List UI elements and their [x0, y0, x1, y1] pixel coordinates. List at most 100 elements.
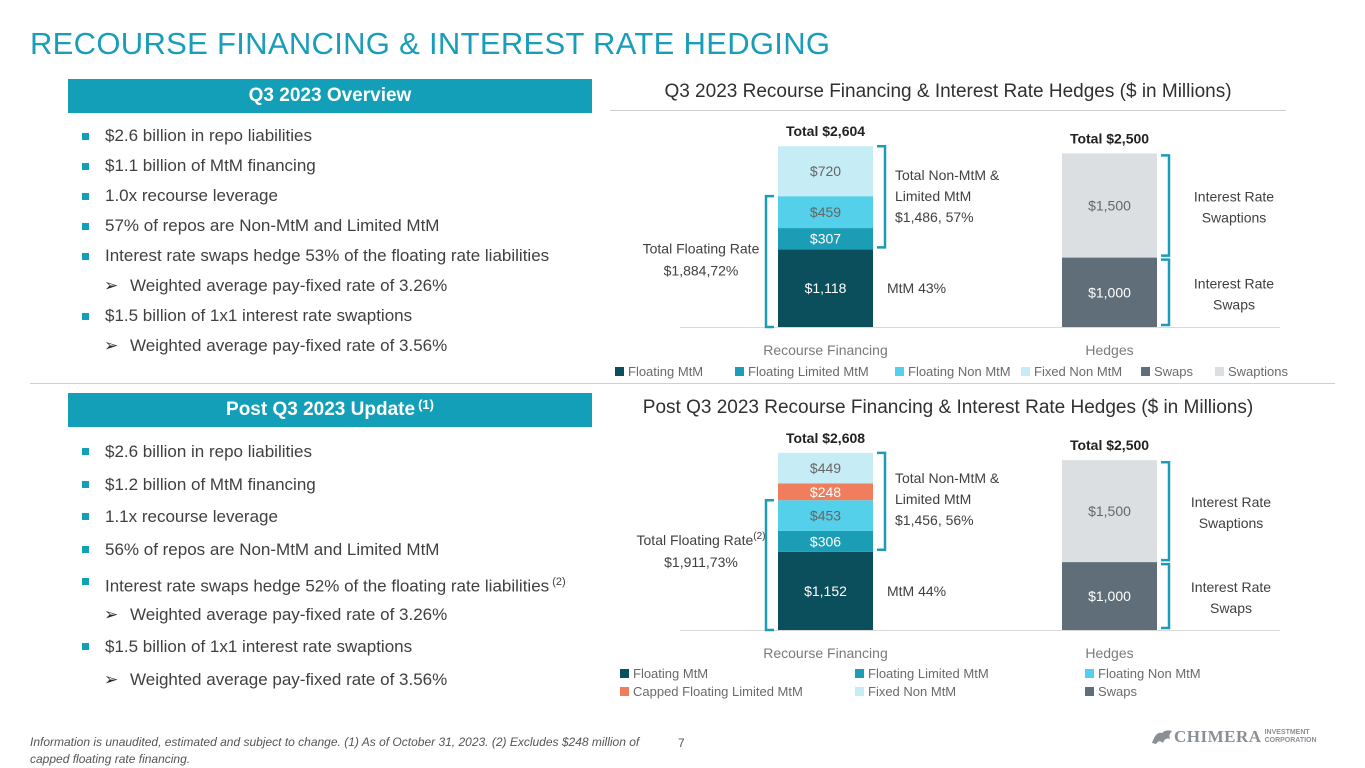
- page-title: RECOURSE FINANCING & INTEREST RATE HEDGI…: [30, 26, 831, 61]
- legend-label: Floating Non MtM: [1098, 666, 1201, 681]
- legend-label: Swaps: [1154, 364, 1194, 379]
- hedge-label: Swaptions: [1199, 515, 1264, 531]
- hedge-bracket: [1161, 258, 1171, 327]
- section-divider: [30, 383, 1335, 384]
- hedge-bracket: [1161, 154, 1171, 257]
- legend-swatch: [1141, 367, 1150, 376]
- legend-label: Floating Limited MtM: [748, 364, 869, 379]
- logo-sub1: INVESTMENT: [1264, 729, 1310, 736]
- mtm-label: MtM 44%: [887, 583, 946, 599]
- arrow-bullet-icon: ➢: [104, 276, 119, 295]
- x-tick-label: Recourse Financing: [763, 342, 888, 358]
- update-bullet: ➢ Weighted average pay-fixed rate of 3.56…: [80, 664, 566, 697]
- chart1-title-rule: [610, 110, 1286, 111]
- overview-bullet-text: $2.6 billion in repo liabilities: [105, 126, 312, 145]
- bar-segment: [1062, 257, 1157, 327]
- chimera-icon: [1152, 730, 1172, 744]
- bar-value-label: $720: [810, 163, 841, 179]
- floating-rate-label-line: Total Floating Rate: [637, 532, 754, 548]
- update-bullet: $1.5 billion of 1x1 interest rate swapti…: [80, 631, 566, 664]
- overview-bullet: 1.0x recourse leverage: [80, 181, 549, 211]
- overview-bullet-text: Interest rate swaps hedge 53% of the flo…: [105, 246, 550, 265]
- non-mtm-bracket: [877, 451, 887, 552]
- overview-bullet: ➢ Weighted average pay-fixed rate of 3.56…: [80, 331, 549, 361]
- floating-rate-label: Total Floating Rate(2): [637, 531, 766, 548]
- update-header-note: (1): [418, 396, 434, 412]
- x-tick-label: Hedges: [1085, 342, 1133, 358]
- legend-swatch: [855, 687, 864, 696]
- update-bullets: $2.6 billion in repo liabilities $1.2 bil…: [80, 436, 566, 696]
- update-bullet-text: Weighted average pay-fixed rate of 3.26%: [130, 604, 448, 624]
- logo-name: CHIMERA: [1174, 727, 1262, 746]
- mtm-label: MtM 43%: [887, 280, 946, 296]
- footnote: Information is unaudited, estimated and …: [30, 735, 640, 766]
- non-mtm-label: Total Non-MtM &: [895, 167, 1000, 183]
- legend-label: Fixed Non MtM: [1034, 364, 1122, 379]
- update-bullet-note: (2): [549, 576, 566, 588]
- legend-label: Capped Floating Limited MtM: [633, 684, 803, 699]
- bar-segment: [778, 500, 873, 531]
- hedge-label: Interest Rate: [1194, 188, 1274, 204]
- bar-segment: [778, 249, 873, 327]
- overview-bullet: ➢ Weighted average pay-fixed rate of 3.26…: [80, 271, 549, 301]
- bar-segment: [778, 452, 873, 484]
- overview-header: Q3 2023 Overview: [68, 79, 592, 113]
- non-mtm-label: Limited MtM: [895, 491, 971, 507]
- overview-bullet-text: 57% of repos are Non-MtM and Limited MtM: [105, 216, 440, 235]
- bar-value-label: $1,000: [1088, 284, 1131, 300]
- legend-swatch: [1215, 367, 1224, 376]
- bar-segment: [778, 530, 873, 552]
- arrow-bullet-icon: ➢: [104, 336, 119, 355]
- legend-label: Floating MtM: [633, 666, 708, 681]
- legend-swatch: [620, 669, 629, 678]
- update-bullet-text: Weighted average pay-fixed rate of 3.56%: [130, 669, 448, 689]
- arrow-bullet-icon: ➢: [104, 604, 119, 624]
- hedge-bracket: [1161, 460, 1171, 562]
- update-bullet: 56% of repos are Non-MtM and Limited MtM: [80, 534, 566, 567]
- hedge-label: Swaps: [1213, 296, 1255, 312]
- legend-swatch: [735, 367, 744, 376]
- update-bullet-text: Interest rate swaps hedge 52% of the flo…: [105, 576, 550, 596]
- overview-bullet: 57% of repos are Non-MtM and Limited MtM: [80, 211, 549, 241]
- overview-bullet: $1.5 billion of 1x1 interest rate swapti…: [80, 301, 549, 331]
- overview-header-label: Q3 2023 Overview: [248, 85, 412, 106]
- bar-total-label: Total $2,608: [786, 430, 865, 446]
- bar-segment: [778, 228, 873, 250]
- bar-segment: [778, 196, 873, 229]
- bar-segment: [778, 483, 873, 501]
- update-bullet: Interest rate swaps hedge 52% of the flo…: [80, 566, 566, 599]
- bar-segment: [778, 146, 873, 197]
- update-bullet: ➢ Weighted average pay-fixed rate of 3.26…: [80, 599, 566, 632]
- legend-label: Fixed Non MtM: [868, 684, 956, 699]
- legend-swatch: [1085, 669, 1094, 678]
- update-header-label: Post Q3 2023 Update: [226, 399, 416, 420]
- floating-rate-label-line: Total Floating Rate: [643, 241, 760, 257]
- update-bullet-text: $1.2 billion of MtM financing: [105, 474, 316, 494]
- legend-swatch: [1085, 687, 1094, 696]
- overview-bullet-text: Weighted average pay-fixed rate of 3.26%: [130, 276, 448, 295]
- company-logo: CHIMERA INVESTMENT CORPORATION: [1150, 727, 1317, 747]
- overview-bullet: $1.1 billion of MtM financing: [80, 151, 549, 181]
- bar-value-label: $1,000: [1088, 588, 1131, 604]
- non-mtm-label: $1,456, 56%: [895, 512, 974, 528]
- overview-bullet-text: $1.1 billion of MtM financing: [105, 156, 316, 175]
- bar-total-label: Total $2,604: [786, 123, 865, 139]
- bar-value-label: $306: [810, 533, 841, 549]
- update-bullet: $2.6 billion in repo liabilities: [80, 436, 566, 469]
- hedge-label: Interest Rate: [1194, 275, 1274, 291]
- bar-segment: [778, 551, 873, 630]
- legend-label: Floating MtM: [628, 364, 703, 379]
- floating-rate-bracket: [764, 194, 774, 329]
- legend-label: Floating Non MtM: [908, 364, 1011, 379]
- logo-subtitle: INVESTMENT CORPORATION: [1265, 729, 1317, 745]
- non-mtm-label: $1,486, 57%: [895, 209, 974, 225]
- bar-value-label: $307: [810, 231, 841, 247]
- floating-rate-label: Total Floating Rate: [643, 241, 760, 257]
- overview-bullet-text: $1.5 billion of 1x1 interest rate swapti…: [105, 306, 413, 325]
- floating-rate-value: $1,911,73%: [664, 554, 738, 570]
- logo-sub2: CORPORATION: [1264, 737, 1317, 744]
- bar-total-label: Total $2,500: [1070, 437, 1149, 453]
- legend-swatch: [1021, 367, 1030, 376]
- update-bullet-text: $1.5 billion of 1x1 interest rate swapti…: [105, 637, 413, 656]
- chart2: $1,152 $306 $453 $248 $449 Total $2,608 Recour…: [620, 430, 1280, 699]
